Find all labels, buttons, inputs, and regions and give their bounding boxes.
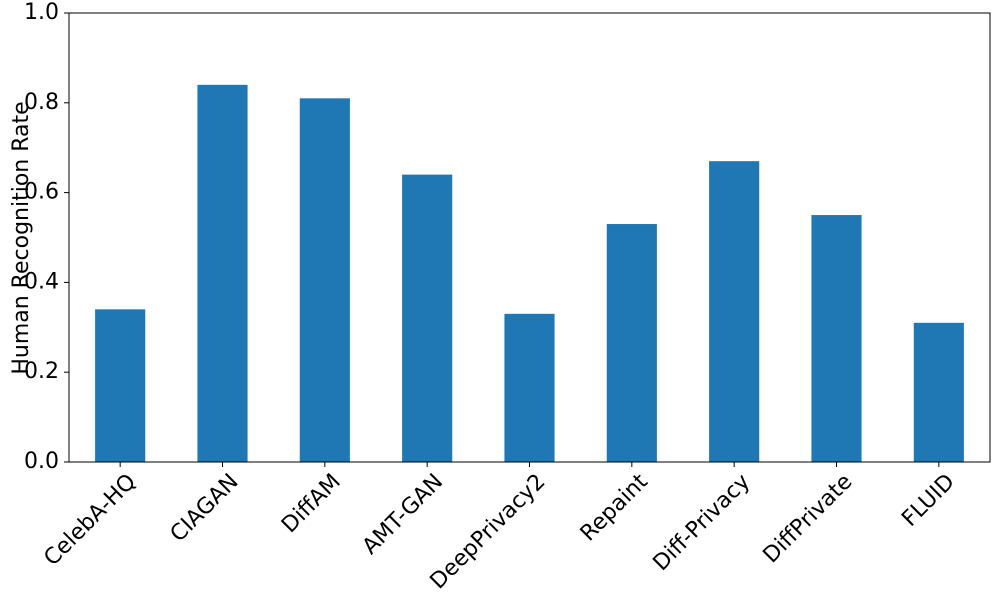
x-tick-label: CIAGAN [166,469,244,547]
plot-frame [68,12,991,463]
bar [197,84,248,462]
x-tick-label: AMT-GAN [358,469,448,559]
x-tick-label: Repaint [576,469,653,546]
bar [606,224,657,462]
y-tick-label: 0.8 [24,90,59,115]
bar [913,322,964,462]
bar [811,215,862,462]
bar [504,313,555,462]
x-tick-label: DiffAM [277,469,346,538]
y-tick-label: 0.4 [24,269,59,294]
y-tick-label: 0.2 [24,359,59,384]
y-tick-label: 0.6 [24,180,59,205]
x-tick-label: DiffPrivate [759,469,858,568]
bar [402,174,453,462]
x-tick-label: Diff-Privacy [649,469,756,576]
bar [709,161,760,463]
x-tick-label: FLUID [897,469,959,531]
y-tick-label: 0.0 [24,449,59,474]
bar [299,98,350,462]
y-axis-label: Human Recognition Rate [9,101,34,374]
bar [95,309,146,462]
y-tick-label: 1.0 [24,0,59,25]
x-tick-label: CelebA-HQ [39,469,141,571]
